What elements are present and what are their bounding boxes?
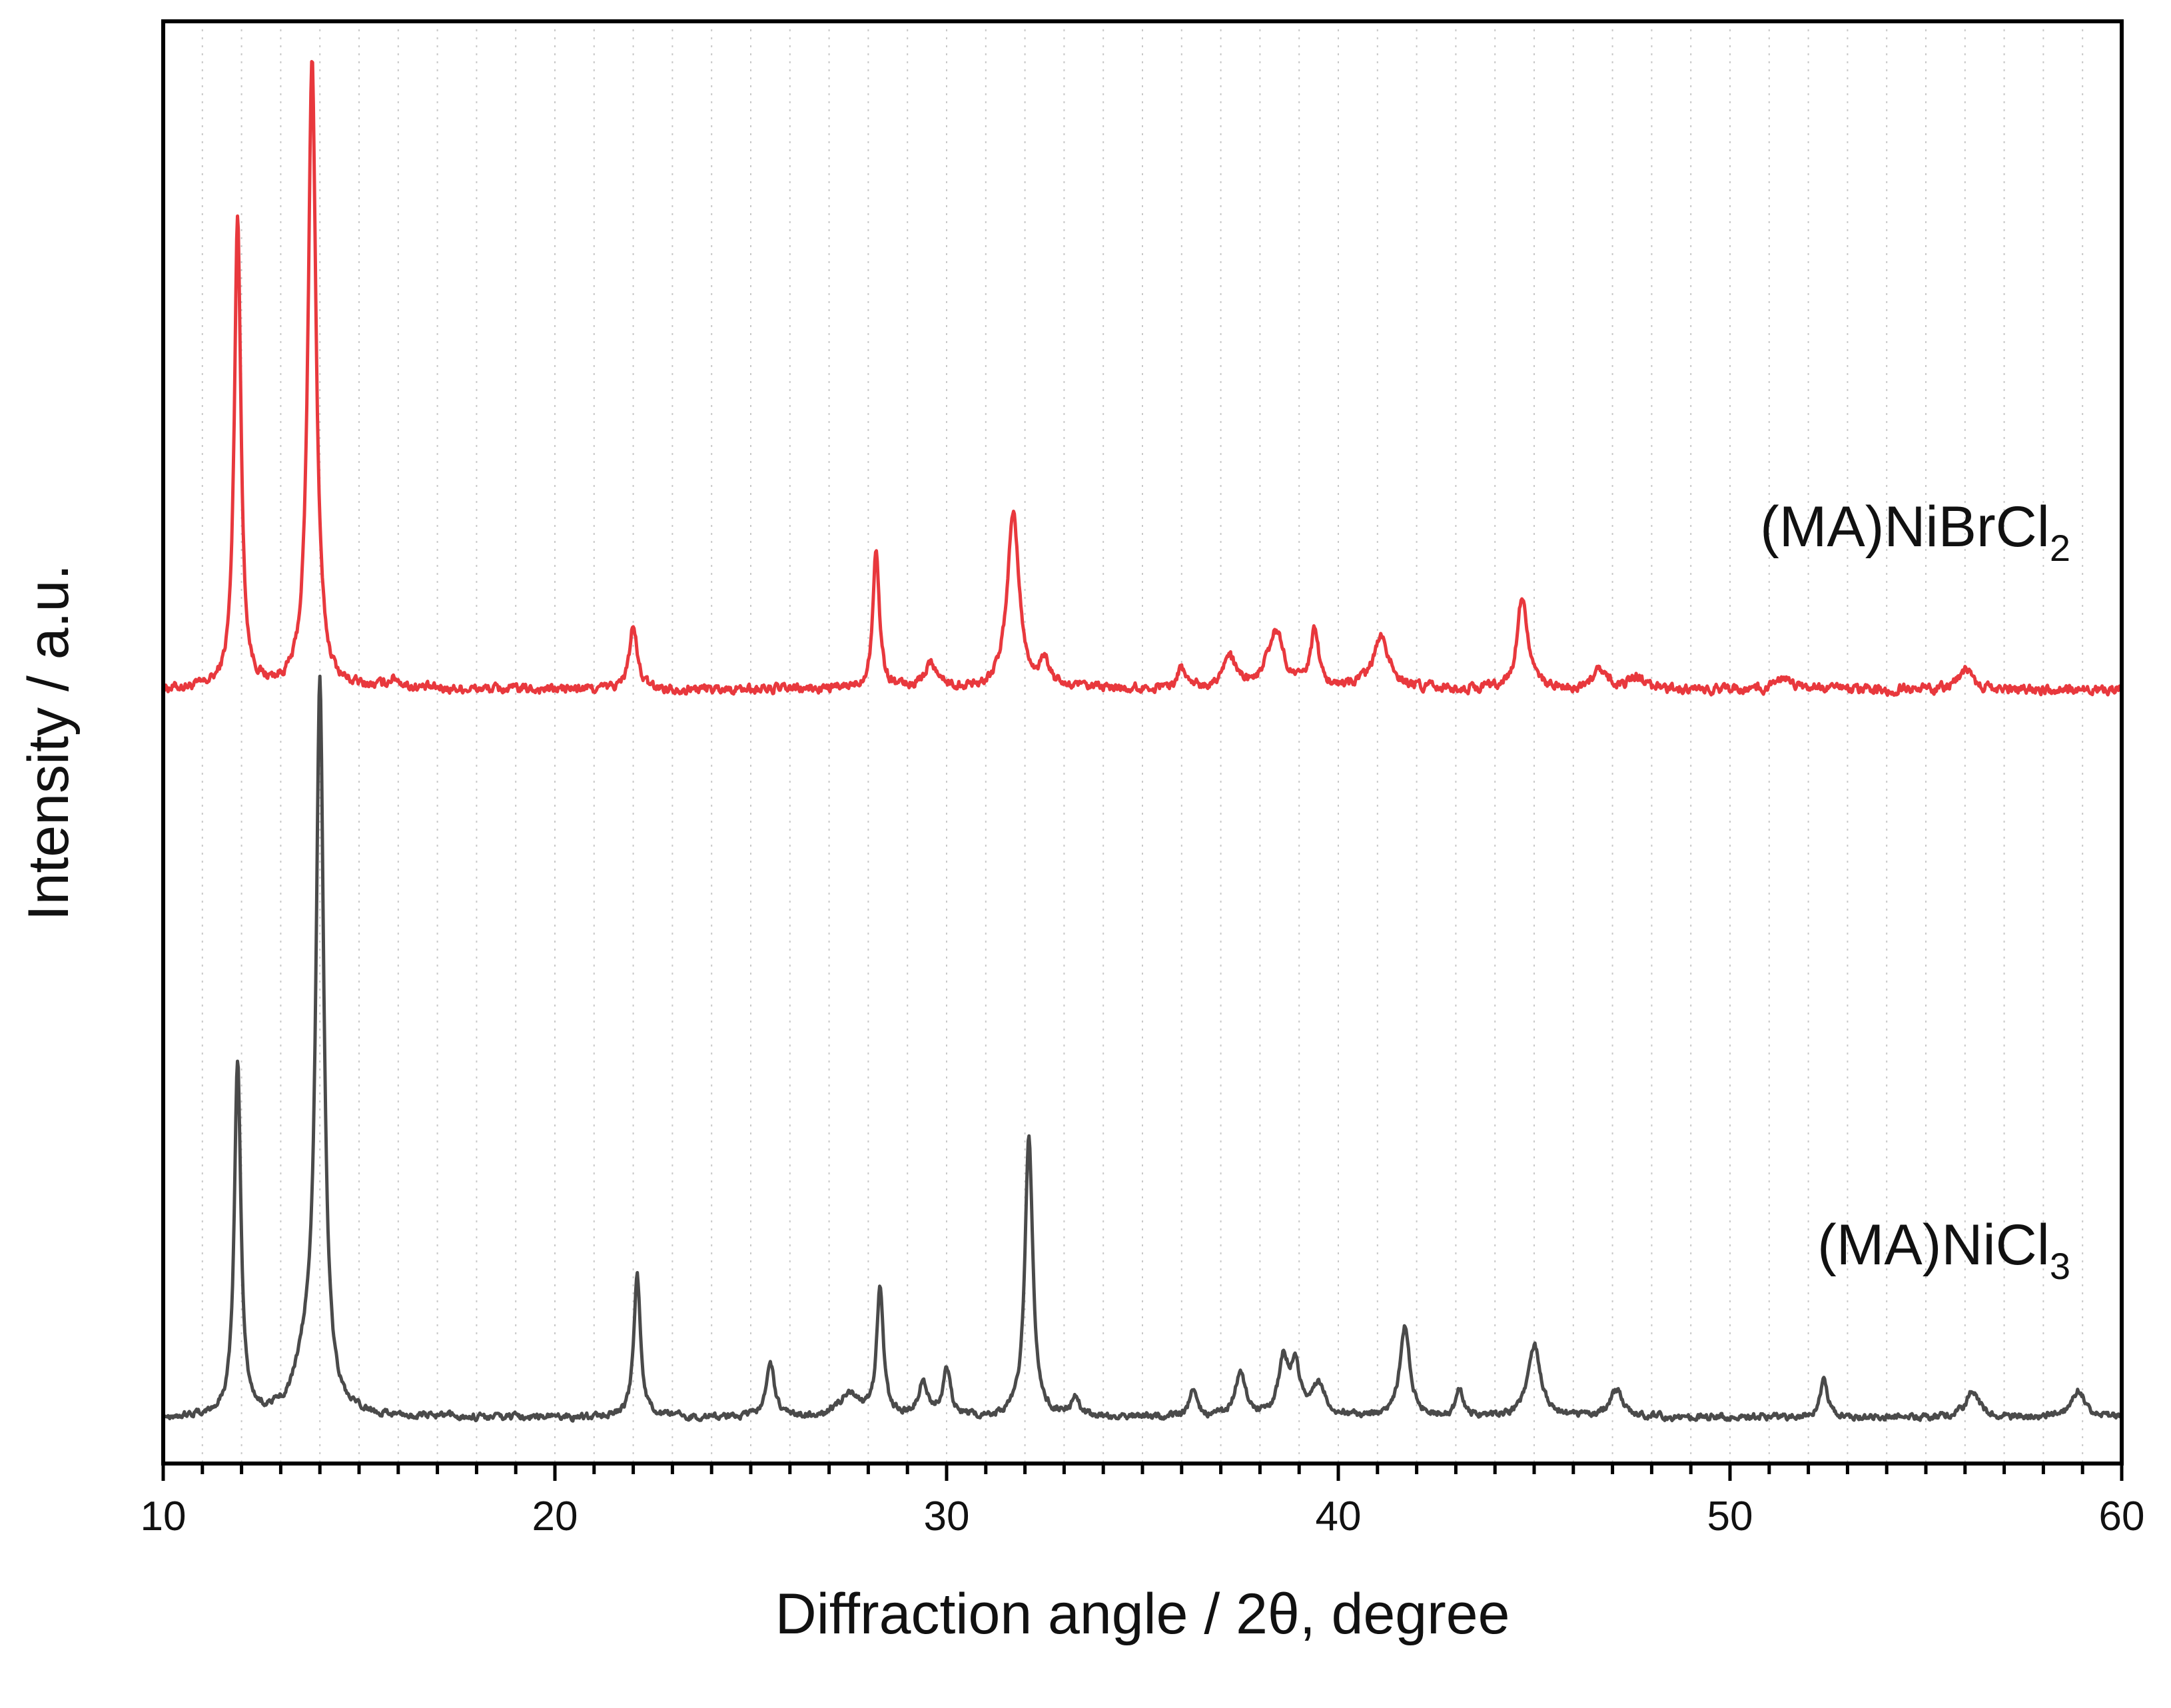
x-tick-label: 30 (924, 1494, 970, 1539)
x-tick-label: 50 (1707, 1494, 1753, 1539)
grid-lines (201, 21, 2084, 1464)
series-line-1 (161, 674, 2123, 1423)
series-label-macl-sub: 3 (2050, 1245, 2070, 1287)
series-label-mabrcl: (MA)NiBrCl2 (1760, 495, 2070, 569)
series-label-mabrcl-main: (MA)NiBrCl (1760, 495, 2050, 559)
series-label-macl: (MA)NiCl3 (1817, 1213, 2070, 1287)
x-tick-label: 20 (532, 1494, 578, 1539)
x-ticks: 10 20 30 40 50 60 (141, 1464, 2145, 1539)
series-line-0 (162, 60, 2124, 697)
y-axis-title: Intensity / a.u. (17, 564, 81, 921)
series-label-mabrcl-sub: 2 (2050, 527, 2070, 569)
x-tick-label: 60 (2099, 1494, 2145, 1539)
series-layer (161, 60, 2124, 1423)
x-tick-label: 40 (1316, 1494, 1362, 1539)
x-tick-label: 10 (141, 1494, 187, 1539)
x-axis-title: Diffraction angle / 2θ, degree (775, 1582, 1510, 1646)
series-label-macl-main: (MA)NiCl (1817, 1213, 2050, 1277)
